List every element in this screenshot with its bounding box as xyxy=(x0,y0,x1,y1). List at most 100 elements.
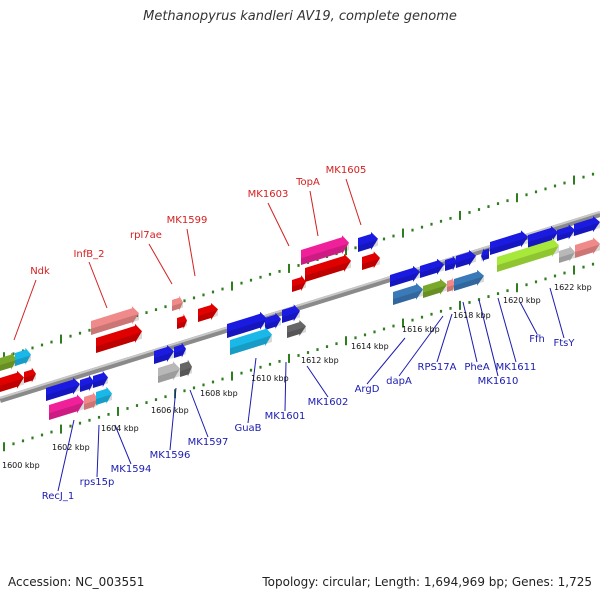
gene-arrow xyxy=(481,248,489,263)
gene-arrow-shade xyxy=(420,265,444,278)
gene-arrow-shade xyxy=(91,313,139,335)
scale-label: 1610 kbp xyxy=(251,374,289,383)
top-gene-label: Ndk xyxy=(30,266,50,277)
gene-arrow-shade xyxy=(358,239,378,252)
gene-arrow xyxy=(91,306,139,335)
bottom-leader-line xyxy=(189,389,209,438)
label-leader-lines xyxy=(13,178,565,492)
gene-arrow-shade xyxy=(575,244,600,258)
gene-arrow-shade xyxy=(305,261,351,282)
gene-arrow-shade xyxy=(528,232,558,248)
scale-label: 1602 kbp xyxy=(52,443,90,452)
gene-arrow xyxy=(158,361,180,383)
scale-label: 1612 kbp xyxy=(301,356,339,365)
bottom-gene-label: Ffh xyxy=(529,334,545,345)
gene-arrow-shade xyxy=(301,243,349,265)
top-leader-line xyxy=(345,178,362,226)
gene-arrow xyxy=(287,320,306,338)
gene-arrow xyxy=(423,278,447,298)
scale-labels: 1600 kbp 1602 kbp 1604 kbp 1606 kbp 1608 kbp… xyxy=(2,283,592,470)
gene-arrow xyxy=(0,352,17,371)
gene-arrow xyxy=(24,367,36,383)
scale-label: 1608 kbp xyxy=(200,389,238,398)
gene-arrow xyxy=(180,359,192,377)
gene-arrow xyxy=(96,323,142,353)
bottom-leader-line xyxy=(114,424,132,465)
gene-arrow xyxy=(154,344,174,364)
scale-label: 1616 kbp xyxy=(402,325,440,334)
gene-arrow-shade xyxy=(497,246,559,272)
bottom-leader-line xyxy=(462,301,478,363)
bottom-leader-line xyxy=(366,337,406,385)
gene-arrow xyxy=(80,375,94,392)
bottom-gene-label: MK1594 xyxy=(111,464,152,475)
top-gene-label: InfB_2 xyxy=(73,249,104,260)
bottom-gene-label: MK1602 xyxy=(308,397,349,408)
gene-arrow-shade xyxy=(292,282,306,292)
gene-arrow xyxy=(557,224,575,241)
gene-arrow-shade xyxy=(559,252,575,263)
bottom-gene-label: RecJ_1 xyxy=(42,491,74,502)
gene-arrow-shade xyxy=(287,326,306,338)
gene-arrow xyxy=(497,237,559,272)
top-gene-label: rpl7ae xyxy=(130,230,162,241)
gene-arrow-shade xyxy=(423,285,447,298)
gene-arrow xyxy=(420,258,444,278)
gene-arrow xyxy=(227,311,267,338)
bottom-gene-label: MK1597 xyxy=(188,437,229,448)
gene-arrow xyxy=(49,394,84,420)
gene-arrow-shade xyxy=(393,289,423,305)
bottom-leader-line xyxy=(519,301,538,335)
gene-arrow-shade xyxy=(96,331,142,353)
bottom-gene-label: MK1601 xyxy=(265,411,306,422)
gene-arrow xyxy=(305,253,351,282)
gene-arrow-shade xyxy=(172,302,183,311)
gene-arrow-shade xyxy=(154,351,174,364)
gene-arrow xyxy=(93,370,108,388)
gene-arrow-shade xyxy=(574,222,600,236)
gene-arrow xyxy=(265,312,281,330)
bottom-leader-line xyxy=(549,287,565,339)
top-leader-line xyxy=(186,228,196,277)
bottom-gene-label: MK1611 xyxy=(496,362,537,373)
gene-arrow xyxy=(447,277,455,293)
gene-arrow xyxy=(528,225,558,248)
gene-arrow-shade xyxy=(80,382,94,392)
gene-arrow-shade xyxy=(490,237,528,255)
gene-arrow-shade xyxy=(557,230,575,241)
gene-arrow xyxy=(454,269,484,291)
gene-arrow xyxy=(445,255,457,271)
gene-arrow-shade xyxy=(198,309,218,322)
genome-summary-text: Topology: circular; Length: 1,694,969 bp… xyxy=(262,575,592,589)
scale-label: 1622 kbp xyxy=(554,283,592,292)
gene-arrow-shade xyxy=(84,399,98,410)
gene-arrow xyxy=(84,392,98,410)
gene-arrow xyxy=(559,245,575,263)
gene-arrow xyxy=(172,295,183,311)
bottom-leader-line xyxy=(247,357,257,424)
gene-arrow xyxy=(15,347,31,366)
map-title: Methanopyrus kandleri AV19, complete gen… xyxy=(143,9,457,24)
gene-features xyxy=(0,216,600,420)
gene-arrow-shade xyxy=(265,319,281,330)
scale-label: 1604 kbp xyxy=(101,424,139,433)
scale-label: 1620 kbp xyxy=(503,296,541,305)
bottom-gene-label: FtsY xyxy=(554,338,576,349)
accession-text: Accession: NC_003551 xyxy=(8,575,145,589)
bottom-gene-label: MK1596 xyxy=(150,450,191,461)
gene-arrow xyxy=(575,237,600,258)
gene-arrow xyxy=(177,313,187,329)
top-leader-line xyxy=(13,279,37,341)
gene-arrow xyxy=(0,370,24,392)
top-gene-label: MK1603 xyxy=(248,189,289,200)
gene-arrow-shade xyxy=(24,374,36,383)
gene-arrow xyxy=(198,302,218,322)
bottom-track-ticks xyxy=(3,262,595,452)
gene-arrow-shade xyxy=(445,262,457,271)
gene-arrow xyxy=(301,235,349,265)
top-gene-label: MK1605 xyxy=(326,165,367,176)
gene-arrow xyxy=(358,231,378,252)
bottom-gene-label: PheA xyxy=(464,362,490,373)
bottom-gene-label: dapA xyxy=(386,376,412,387)
